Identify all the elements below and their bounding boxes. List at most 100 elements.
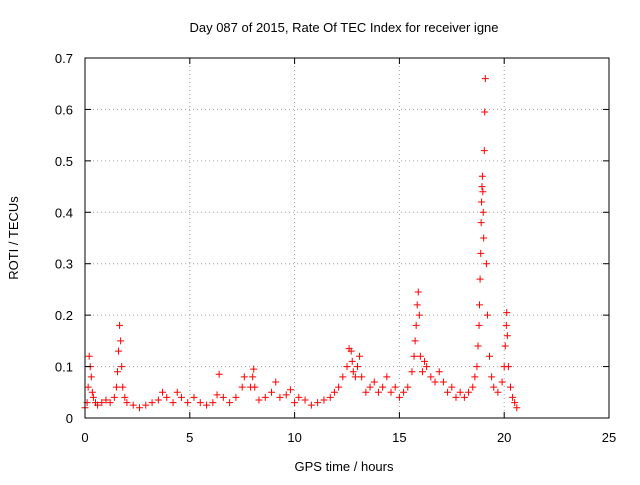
- data-point: [326, 393, 334, 401]
- data-point: [460, 393, 468, 401]
- x-tick-label: 5: [186, 430, 193, 445]
- data-point: [142, 401, 150, 409]
- data-point: [476, 275, 484, 283]
- data-point: [123, 399, 131, 407]
- data-point: [448, 383, 456, 391]
- data-point: [431, 378, 439, 386]
- data-point: [251, 383, 259, 391]
- y-axis-label: ROTI / TECUs: [6, 196, 21, 280]
- data-point: [232, 393, 240, 401]
- data-point: [94, 401, 102, 409]
- x-tick-label: 0: [81, 430, 88, 445]
- data-point: [190, 393, 198, 401]
- data-point: [501, 342, 509, 350]
- data-point: [177, 393, 185, 401]
- grid: [85, 58, 609, 418]
- data-point: [215, 370, 223, 378]
- data-point: [481, 108, 489, 116]
- data-point: [387, 388, 395, 396]
- data-point: [412, 321, 420, 329]
- data-point: [439, 378, 447, 386]
- data-point: [477, 219, 485, 227]
- y-tick-label: 0: [66, 411, 73, 426]
- data-point: [88, 388, 96, 396]
- data-point: [173, 388, 181, 396]
- data-point: [411, 337, 419, 345]
- y-tick-label: 0.1: [55, 360, 73, 375]
- data-point: [356, 352, 364, 360]
- data-point: [163, 393, 171, 401]
- x-tick-label: 25: [602, 430, 616, 445]
- data-point: [480, 147, 488, 155]
- data-point: [117, 337, 125, 345]
- data-point: [413, 301, 421, 309]
- data-point: [98, 399, 106, 407]
- x-tick-label: 10: [287, 430, 301, 445]
- data-point: [513, 404, 521, 412]
- data-point: [486, 352, 494, 360]
- data-point: [119, 383, 127, 391]
- y-tick-label: 0.4: [55, 205, 73, 220]
- data-point: [444, 388, 452, 396]
- data-point: [129, 401, 137, 409]
- data-point: [379, 383, 387, 391]
- data-point: [135, 404, 143, 412]
- data-point: [226, 399, 234, 407]
- data-point: [456, 388, 464, 396]
- data-point: [89, 393, 97, 401]
- y-tick-label: 0.6: [55, 102, 73, 117]
- data-point: [477, 249, 485, 257]
- data-point: [410, 352, 418, 360]
- data-point: [102, 396, 110, 404]
- y-tick-label: 0.5: [55, 154, 73, 169]
- data-point: [358, 373, 366, 381]
- data-point: [475, 301, 483, 309]
- data-point: [347, 347, 355, 355]
- data-point: [121, 393, 129, 401]
- data-point: [249, 373, 257, 381]
- plot-frame: [84, 57, 610, 419]
- data-point: [276, 393, 284, 401]
- data-point: [255, 396, 263, 404]
- data-point: [353, 363, 361, 371]
- data-point: [418, 368, 426, 376]
- data-point: [415, 311, 423, 319]
- data-point: [383, 373, 391, 381]
- data-point: [116, 321, 124, 329]
- x-tick-label: 20: [497, 430, 511, 445]
- data-point: [301, 396, 309, 404]
- data-point: [349, 368, 357, 376]
- data-point: [427, 373, 435, 381]
- data-point: [416, 352, 424, 360]
- data-point: [213, 391, 221, 399]
- data-point: [483, 311, 491, 319]
- data-point: [490, 383, 498, 391]
- data-point: [238, 383, 246, 391]
- data-point: [479, 208, 487, 216]
- data-point: [475, 321, 483, 329]
- data-point: [494, 388, 502, 396]
- data-point: [374, 388, 382, 396]
- y-tick-labels: 0 0.1 0.2 0.3 0.4 0.5 0.6 0.7: [55, 51, 73, 426]
- data-point: [291, 399, 299, 407]
- data-point: [343, 363, 351, 371]
- data-point: [295, 393, 303, 401]
- x-tick-label: 15: [392, 430, 406, 445]
- data-points: [81, 75, 521, 412]
- data-point: [404, 383, 412, 391]
- data-point: [240, 373, 248, 381]
- data-point: [148, 399, 156, 407]
- data-point: [452, 393, 460, 401]
- data-point: [408, 368, 416, 376]
- data-point: [320, 396, 328, 404]
- data-point: [203, 401, 211, 409]
- data-point: [348, 357, 356, 365]
- y-tick-label: 0.2: [55, 308, 73, 323]
- data-point: [370, 378, 378, 386]
- data-point: [169, 399, 177, 407]
- data-point: [473, 363, 481, 371]
- data-point: [509, 393, 517, 401]
- data-point: [488, 373, 496, 381]
